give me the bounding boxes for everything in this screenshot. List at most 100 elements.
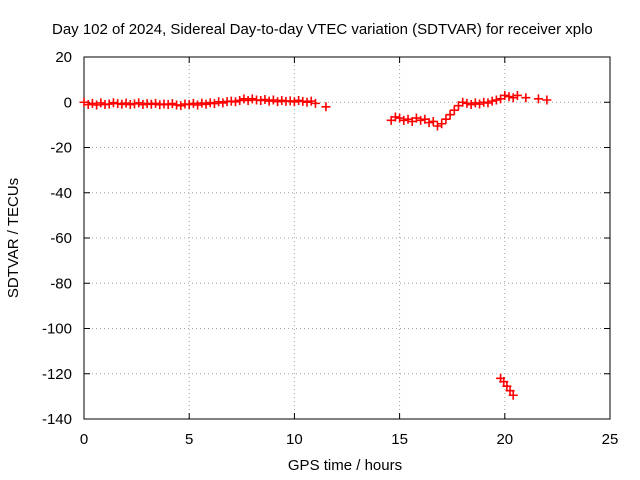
data-point [273, 97, 283, 107]
data-point [96, 98, 106, 108]
data-point [235, 95, 245, 105]
y-tick-label: -140 [42, 411, 72, 428]
data-point [487, 96, 497, 106]
x-tick-label: 25 [602, 431, 619, 448]
data-point [205, 98, 215, 108]
data-point [83, 100, 93, 110]
y-tick-label: -60 [50, 230, 72, 247]
x-tick-label: 20 [496, 431, 513, 448]
data-point [491, 95, 501, 105]
data-point [310, 98, 320, 108]
data-point [483, 98, 493, 108]
data-point [458, 97, 468, 107]
data-point [209, 99, 219, 109]
axis-ticks [83, 56, 611, 420]
data-point [129, 99, 139, 109]
grid-lines [84, 57, 610, 419]
data-point [87, 98, 97, 108]
chart-title: Day 102 of 2024, Sidereal Day-to-day VTE… [52, 21, 593, 38]
data-point [79, 97, 89, 107]
data-point [449, 105, 459, 115]
x-tick-label: 15 [391, 431, 408, 448]
data-point [432, 121, 442, 131]
data-point [512, 90, 522, 100]
y-tick-label: 20 [55, 49, 72, 66]
data-point [214, 97, 224, 107]
x-tick-label: 5 [185, 431, 193, 448]
data-point [403, 114, 413, 124]
tick-labels: 0 5 10 15 20 25 20 0 -20 -40 -60 -80 -100 -120 -140 [42, 49, 618, 448]
data-point [264, 96, 274, 106]
data-point [475, 99, 485, 109]
data-point [521, 93, 531, 103]
data-point [277, 95, 287, 105]
data-point [247, 94, 257, 104]
data-point [499, 377, 509, 387]
y-tick-label: -80 [50, 275, 72, 292]
data-point [395, 113, 405, 123]
data-point [260, 95, 270, 105]
data-point [445, 110, 455, 120]
data-point [508, 390, 518, 400]
data-point [256, 95, 266, 105]
y-axis-label: SDTVAR / TECUs [5, 178, 22, 298]
data-point [306, 96, 316, 106]
data-point [104, 99, 114, 109]
y-tick-label: -20 [50, 140, 72, 157]
y-tick-label: -100 [42, 321, 72, 338]
data-point [201, 99, 211, 109]
data-point [424, 118, 434, 128]
data-point [108, 98, 118, 108]
data-point [230, 97, 240, 107]
data-point [437, 119, 447, 129]
data-point [121, 98, 131, 108]
x-axis-label: GPS time / hours [288, 457, 402, 474]
data-point [508, 93, 518, 103]
data-point [294, 95, 304, 105]
data-point [92, 100, 102, 110]
data-point [117, 99, 127, 109]
data-point [268, 95, 278, 105]
data-point [470, 98, 480, 108]
data-point [289, 97, 299, 107]
data-point [542, 95, 552, 105]
data-point [462, 98, 472, 108]
data-point [504, 92, 514, 102]
data-point [399, 115, 409, 125]
plot-frame [83, 56, 611, 420]
data-point [416, 115, 426, 125]
data-point [134, 98, 144, 108]
data-point [176, 101, 186, 111]
data-point [500, 90, 510, 100]
data-point [502, 381, 512, 391]
data-point [533, 94, 543, 104]
data-point [302, 97, 312, 107]
data-point [197, 98, 207, 108]
data-point [138, 100, 148, 110]
data-points [79, 90, 552, 400]
data-point [163, 100, 173, 110]
data-point [505, 386, 515, 396]
data-point [239, 94, 249, 104]
data-point [218, 98, 228, 108]
data-point [390, 112, 400, 122]
data-point [193, 100, 203, 110]
x-tick-label: 10 [286, 431, 303, 448]
data-point [146, 99, 156, 109]
data-point [167, 99, 177, 109]
data-point [428, 116, 438, 126]
y-tick-label: -40 [50, 185, 72, 202]
data-point [441, 114, 451, 124]
data-point [466, 100, 476, 110]
y-tick-label: -120 [42, 366, 72, 383]
data-point [298, 96, 308, 106]
y-tick-label: 0 [64, 94, 72, 111]
data-point [188, 98, 198, 108]
data-point [151, 98, 161, 108]
data-point [243, 95, 253, 105]
data-point [184, 100, 194, 110]
data-point [285, 96, 295, 106]
x-tick-label: 0 [80, 431, 88, 448]
data-point [321, 102, 331, 112]
